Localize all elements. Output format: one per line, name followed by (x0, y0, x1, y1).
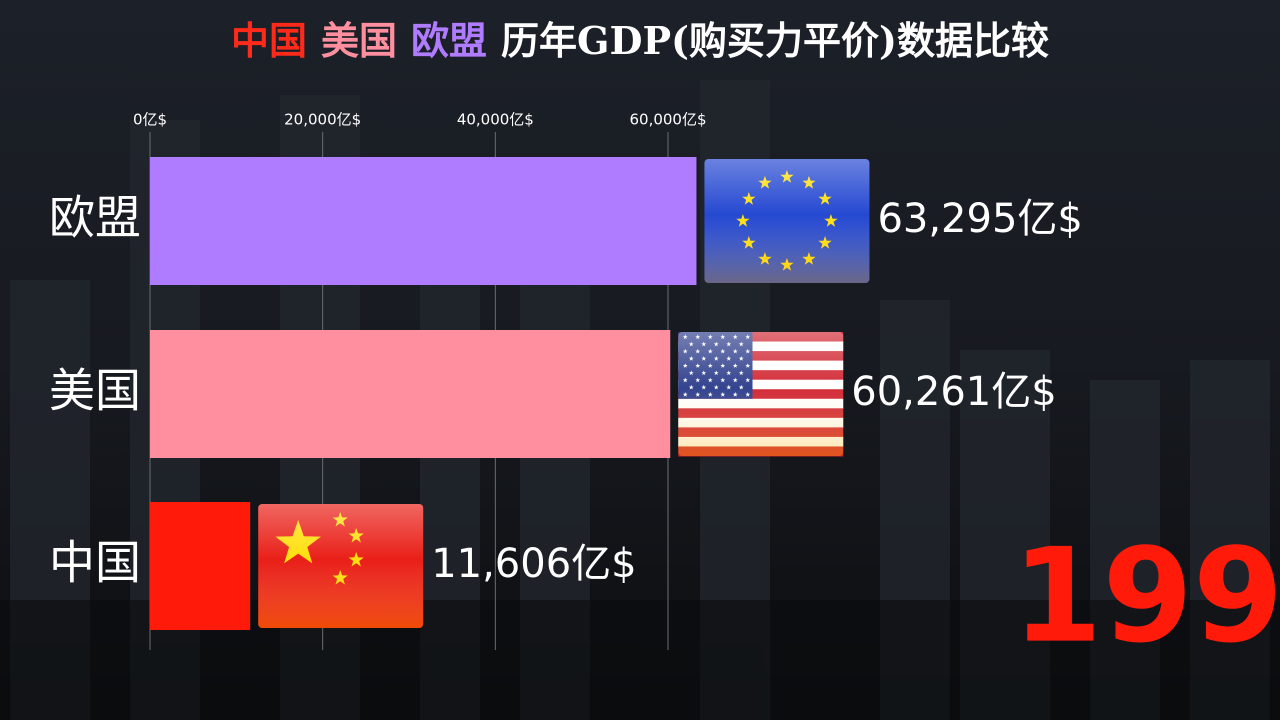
flag-icon (704, 159, 870, 283)
value-label: 60,261亿$ (851, 369, 1056, 415)
x-tick-label: 40,000亿$ (457, 111, 534, 129)
x-tick-label: 20,000亿$ (284, 111, 361, 129)
title-segment: 欧盟 (411, 18, 487, 63)
bars: 欧盟 63,295亿$ 美国 60,261亿$ 中国 11,606亿$ (49, 157, 1083, 630)
bar (150, 330, 671, 458)
bar (150, 502, 251, 630)
x-tick-label: 0亿$ (133, 111, 167, 129)
value-label: 11,606亿$ (431, 541, 636, 587)
x-tick-label: 60,000亿$ (629, 111, 706, 129)
value-label: 63,295亿$ (877, 196, 1082, 242)
title-segment: 历年GDP(购买力平价)数据比较 (501, 18, 1049, 63)
category-label: 中国 (49, 536, 141, 590)
title-segment: 中国 (231, 18, 307, 63)
flag-icon (258, 504, 424, 628)
title-segment: 美国 (321, 18, 397, 63)
chart-title: 中国 美国 欧盟 历年GDP(购买力平价)数据比较 (231, 18, 1049, 63)
bar (150, 157, 697, 285)
category-label: 美国 (49, 364, 141, 418)
category-label: 欧盟 (49, 191, 141, 245)
year-annotation: 1990 (1012, 520, 1280, 672)
flag-icon (678, 332, 844, 457)
